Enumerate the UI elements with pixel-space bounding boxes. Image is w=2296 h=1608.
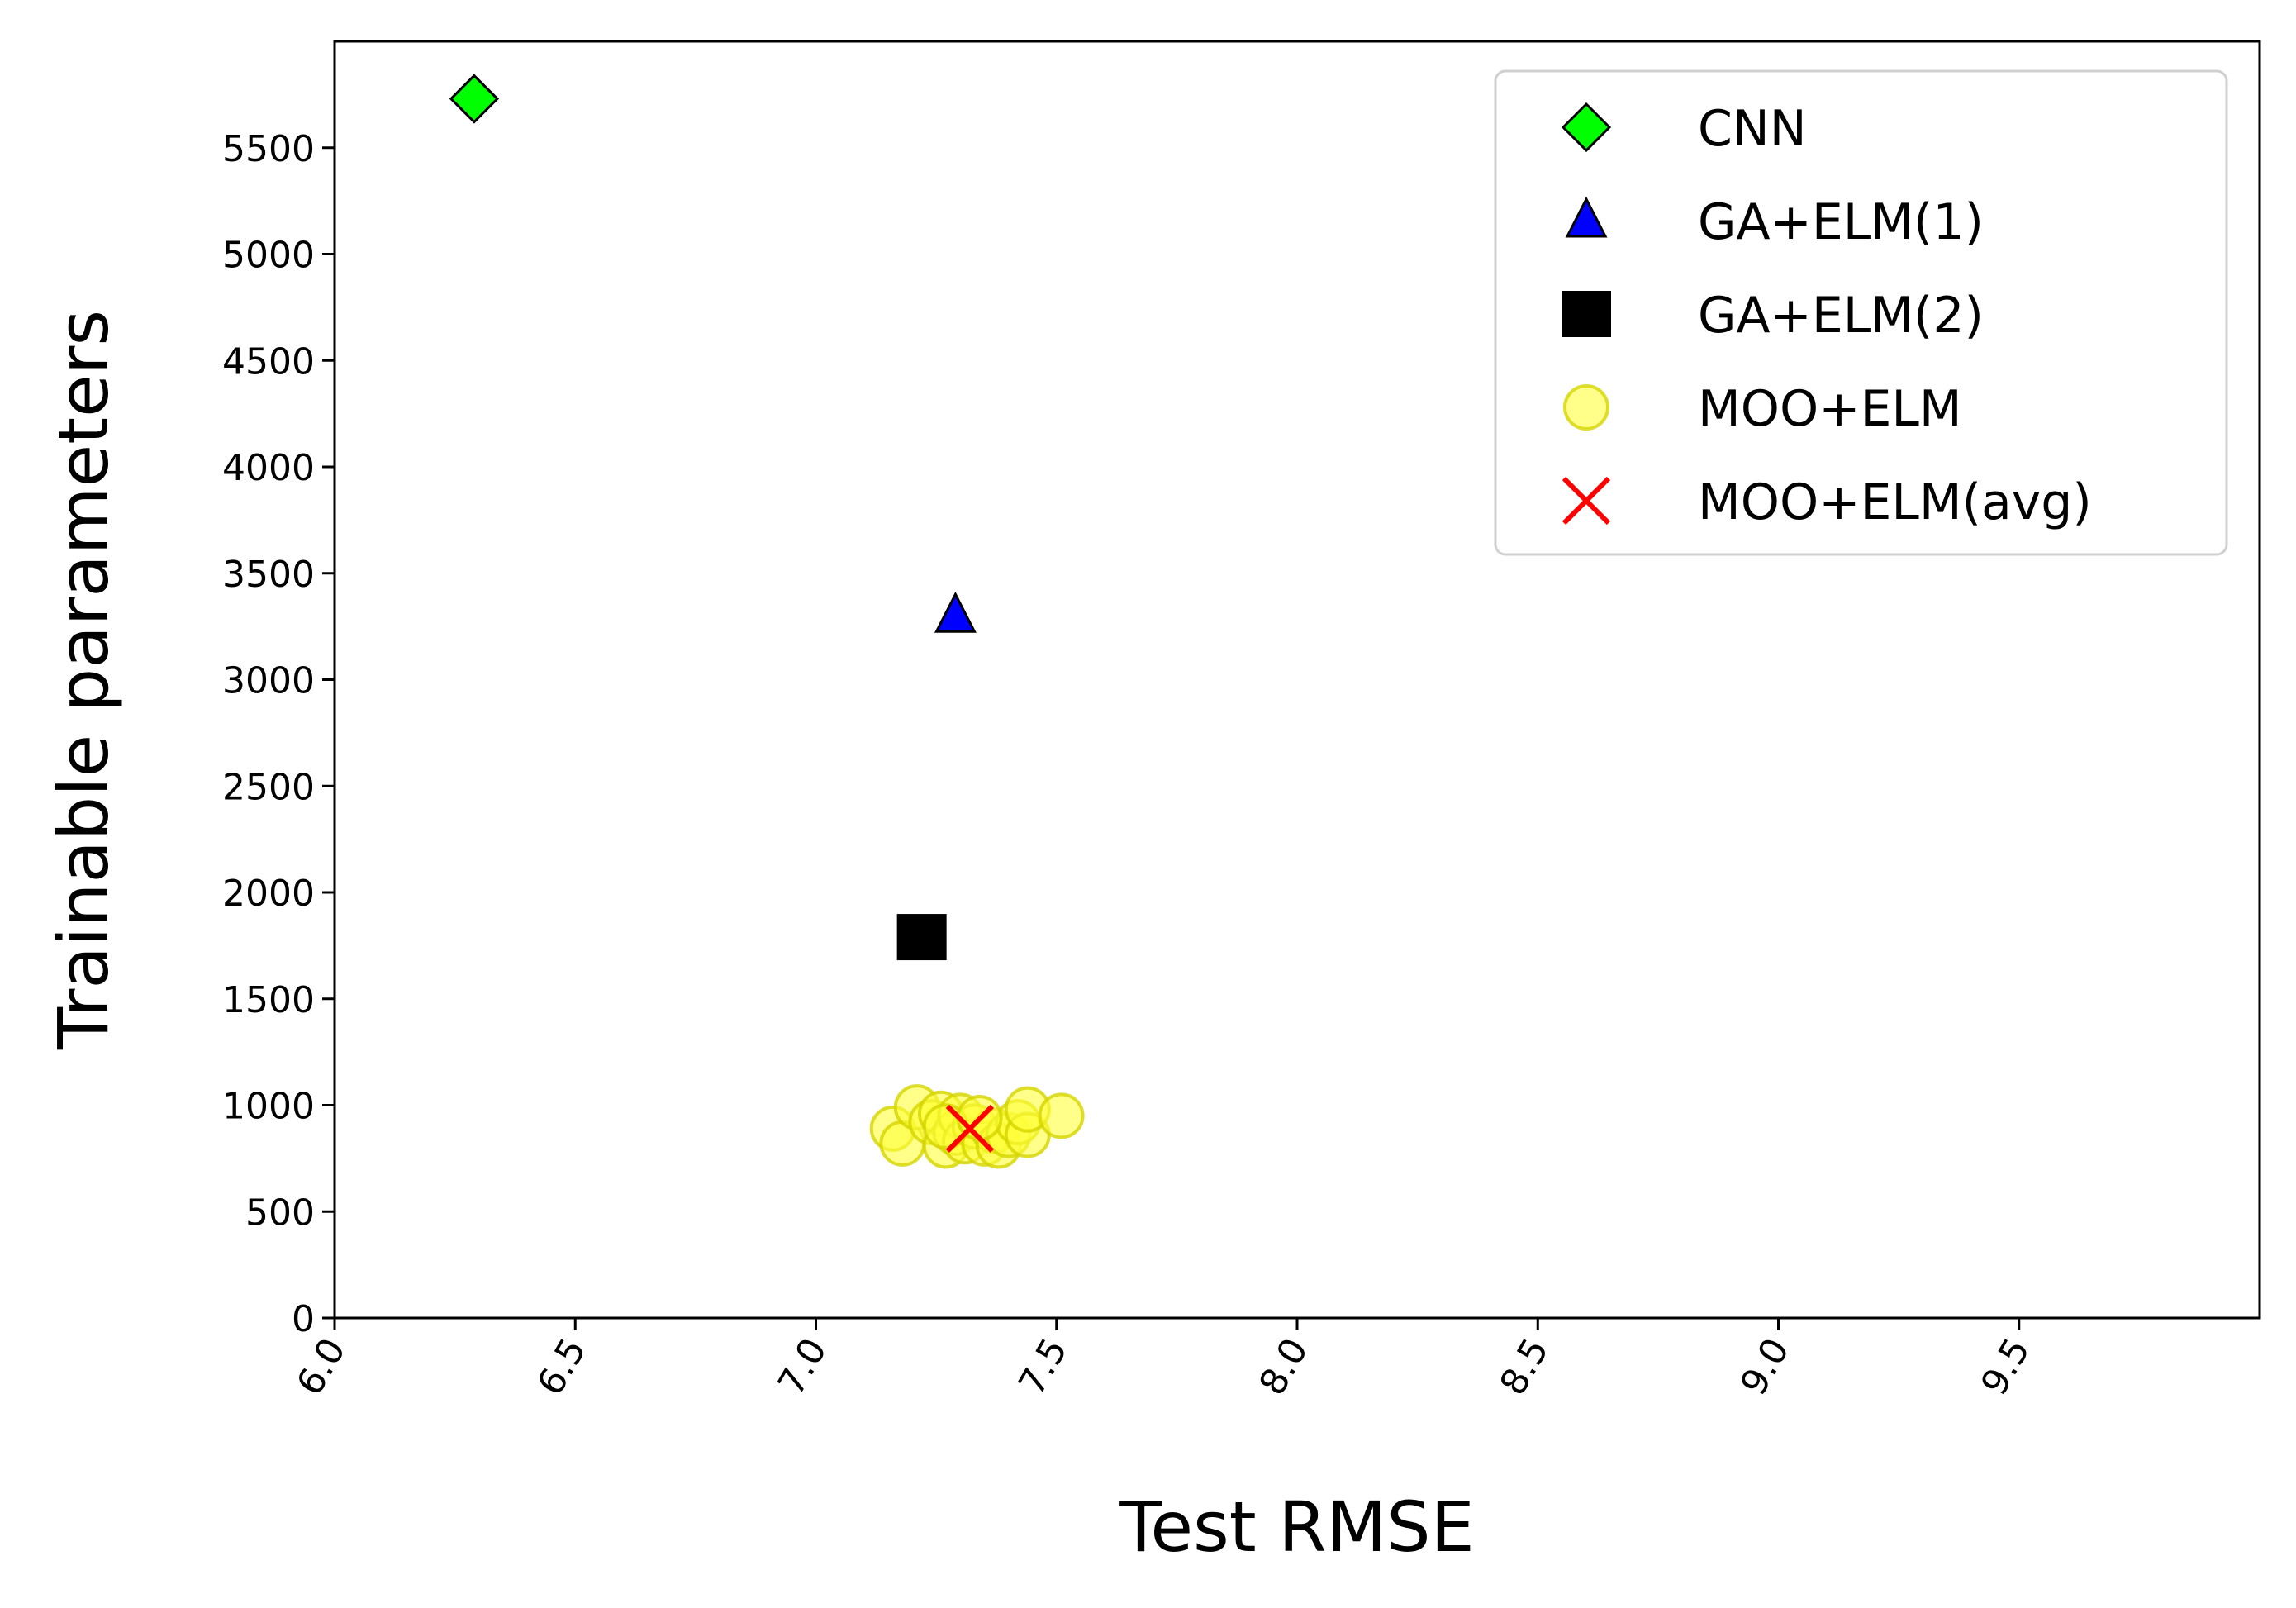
- legend-marker: [1562, 291, 1611, 337]
- data-point: [1038, 1092, 1085, 1139]
- x-tick-label: 7.0: [770, 1331, 835, 1402]
- x-tick-label: 7.5: [1010, 1331, 1076, 1402]
- y-tick-label: 2000: [222, 873, 315, 915]
- y-tick-label: 2500: [222, 766, 315, 808]
- y-axis-label: Trainable parameters: [43, 310, 124, 1050]
- legend: CNN GA+ELM(1) GA+ELM(2) MOO+ELM MOO+ELM(avg): [1494, 69, 2228, 556]
- y-tick-label: 0: [292, 1298, 315, 1340]
- data-point: [945, 1104, 995, 1153]
- data-point: [896, 914, 947, 961]
- y-tick-label: 3000: [222, 660, 315, 702]
- x-axis-label: Test RMSE: [1119, 1487, 1474, 1568]
- data-point: [934, 591, 977, 633]
- x-tick-label: 8.0: [1251, 1331, 1316, 1402]
- legend-label: MOO+ELM(avg): [1698, 473, 2092, 531]
- legend-frame: [1494, 69, 2228, 556]
- data-point: [449, 74, 500, 124]
- legend-marker: [1562, 476, 1611, 526]
- y-tick-label: 3500: [222, 554, 315, 596]
- legend-label: MOO+ELM: [1698, 380, 1962, 438]
- legend-label: GA+ELM(2): [1698, 287, 1984, 345]
- y-tick-label: 4000: [222, 447, 315, 489]
- y-tick-label: 1000: [222, 1086, 315, 1128]
- legend-marker: [1565, 196, 1608, 238]
- x-tick-label: 6.5: [530, 1331, 595, 1402]
- x-tick-label: 6.0: [288, 1331, 354, 1402]
- y-tick-label: 500: [245, 1192, 315, 1234]
- x-tick-label: 8.5: [1492, 1331, 1557, 1402]
- x-tick-label: 9.5: [1973, 1331, 2038, 1402]
- legend-marker: [1561, 102, 1612, 153]
- legend-label: GA+ELM(1): [1698, 193, 1984, 251]
- legend-marker: [1563, 384, 1609, 431]
- y-tick-label: 4500: [222, 340, 315, 383]
- x-tick-label: 9.0: [1733, 1331, 1798, 1402]
- points-layer: [449, 74, 1085, 1169]
- legend-label: CNN: [1698, 100, 1807, 158]
- plot-frame: [333, 40, 2261, 1320]
- y-tick-label: 5500: [222, 128, 315, 170]
- y-tick-label: 5000: [222, 235, 315, 277]
- y-tick-label: 1500: [222, 979, 315, 1021]
